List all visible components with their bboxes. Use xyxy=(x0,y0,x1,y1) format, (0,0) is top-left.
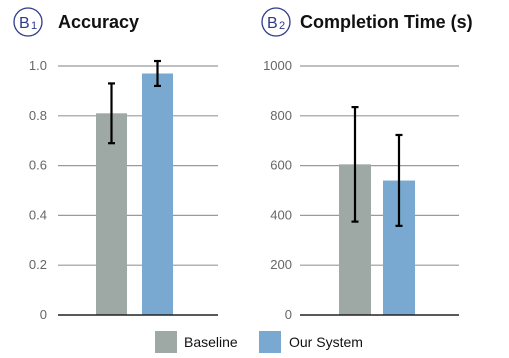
y-tick-label: 800 xyxy=(270,108,292,123)
bar xyxy=(96,113,127,315)
y-tick-label: 0 xyxy=(285,307,292,322)
panel-2-header: B 2 Completion Time (s) xyxy=(261,7,473,37)
panel-1-title: Accuracy xyxy=(58,12,139,32)
error-bar xyxy=(108,82,115,145)
y-tick-label: 600 xyxy=(270,158,292,173)
panel-2-plot: 0 200 400 600 800 1000 xyxy=(263,58,459,322)
panel-2-id-letter: B xyxy=(267,15,278,32)
panel-1-id-letter: B xyxy=(19,15,30,32)
error-bar xyxy=(154,59,161,88)
y-tick-label: 1.0 xyxy=(29,58,47,73)
y-tick-label: 200 xyxy=(270,257,292,272)
panel-1-id-number: 1 xyxy=(31,20,37,32)
error-bar xyxy=(395,133,403,227)
y-tick-label: 0.2 xyxy=(29,257,47,272)
y-tick-label: 0.4 xyxy=(29,207,47,222)
panel-2-id-number: 2 xyxy=(279,20,285,32)
y-tick-label: 0 xyxy=(40,307,47,322)
y-tick-label: 400 xyxy=(270,207,292,222)
panel-2-id-badge xyxy=(261,7,291,37)
legend-label-baseline: Baseline xyxy=(184,334,238,350)
bar xyxy=(142,73,173,315)
y-tick-label: 1000 xyxy=(263,58,292,73)
panel-1-header: B 1 Accuracy xyxy=(13,7,139,37)
legend-label-our-system: Our System xyxy=(289,334,363,350)
legend-swatch-our-system xyxy=(259,331,281,353)
y-tick-label: 0.8 xyxy=(29,108,47,123)
legend: Baseline Our System xyxy=(155,331,363,353)
error-bar xyxy=(351,105,359,223)
panel-2-title: Completion Time (s) xyxy=(300,12,473,32)
y-tick-label: 0.6 xyxy=(29,158,47,173)
panel-1-plot: 0 0.2 0.4 0.6 0.8 1.0 xyxy=(29,58,218,322)
panel-1-id-badge xyxy=(13,7,43,37)
legend-swatch-baseline xyxy=(155,331,177,353)
